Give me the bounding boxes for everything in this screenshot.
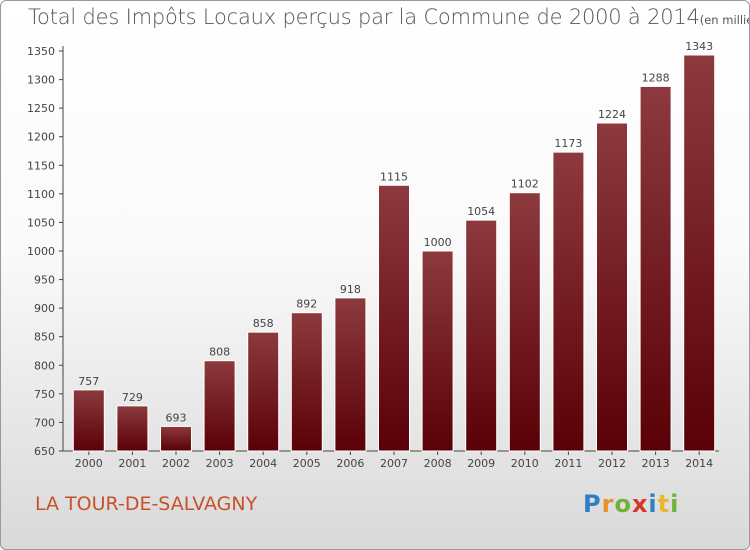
x-tick-label: 2012: [598, 457, 626, 470]
data-label-2010: 1102: [511, 178, 539, 191]
x-tick-label: 2006: [336, 457, 364, 470]
data-label-2005: 892: [296, 298, 317, 311]
x-tick-label: 2007: [380, 457, 408, 470]
y-tick-label: 1150: [27, 159, 55, 172]
bar-2000: [72, 389, 105, 452]
bar-2010: [508, 192, 541, 452]
logo-letter: x: [631, 490, 649, 518]
x-tick-label: 2004: [249, 457, 277, 470]
bar-2008: [421, 250, 454, 452]
bars: 757 729 693 808 858 892 918 1115 1000 1054 1102 117…: [72, 40, 716, 452]
logo-letter: i: [648, 490, 658, 518]
data-label-2007: 1115: [380, 170, 408, 183]
proxiti-logo: Proxiti: [583, 490, 679, 518]
x-tick-label: 2011: [554, 457, 582, 470]
y-tick-label: 1050: [27, 216, 55, 229]
data-label-2000: 757: [78, 375, 99, 388]
bar-2012: [596, 122, 628, 452]
bar-2005: [290, 312, 323, 452]
x-tick-label: 2001: [118, 457, 146, 470]
bar-2009: [465, 219, 498, 452]
bar-2013: [639, 85, 672, 452]
bar-2006: [334, 297, 367, 452]
chart-unit: (en milliers d'€): [699, 13, 749, 27]
y-tick-label: 1350: [27, 45, 55, 58]
data-label-2004: 858: [253, 317, 274, 330]
x-tick-label: 2002: [162, 457, 190, 470]
bar-2002: [160, 425, 192, 452]
bar-2007: [378, 184, 410, 452]
data-label-2008: 1000: [424, 236, 452, 249]
data-label-2012: 1224: [598, 108, 626, 121]
x-tick-label: 2014: [685, 457, 713, 470]
bar-2001: [116, 405, 149, 452]
logo-letter: i: [670, 490, 680, 518]
bar-2003: [203, 360, 236, 452]
y-tick-label: 700: [34, 416, 55, 429]
logo-letter: r: [601, 490, 615, 518]
y-tick-label: 1300: [27, 74, 55, 87]
logo-letter: o: [614, 490, 632, 518]
bar-2014: [683, 54, 716, 452]
data-label-2014: 1343: [685, 40, 713, 53]
x-tick-label: 2008: [424, 457, 452, 470]
y-tick-label: 1250: [27, 102, 55, 115]
bar-2004: [247, 331, 280, 452]
x-tick-label: 2005: [293, 457, 321, 470]
y-tick-label: 800: [34, 359, 55, 372]
y-tick-label: 900: [34, 302, 55, 315]
axes: 650 700 750 800 850 900 950 1000 1050 1100 1150 120…: [27, 45, 719, 470]
data-label-2009: 1054: [467, 205, 495, 218]
logo-letter: t: [657, 490, 671, 518]
x-tick-label: 2013: [642, 457, 670, 470]
y-tick-label: 1000: [27, 245, 55, 258]
data-label-2003: 808: [209, 346, 230, 359]
commune-name: LA TOUR-DE-SALVAGNY: [35, 493, 258, 515]
x-tick-label: 2009: [467, 457, 495, 470]
logo-letter: P: [583, 490, 602, 518]
chart-title: Total des Impôts Locaux perçus par la Co…: [28, 5, 700, 29]
x-tick-label: 2003: [206, 457, 234, 470]
y-tick-label: 650: [34, 445, 55, 458]
y-tick-label: 1200: [27, 131, 55, 144]
data-label-2013: 1288: [642, 71, 670, 84]
data-label-2001: 729: [122, 391, 143, 404]
y-tick-label: 1100: [27, 188, 55, 201]
data-label-2006: 918: [340, 283, 361, 296]
title-row: Total des Impôts Locaux perçus par la Co…: [28, 5, 749, 29]
x-tick-label: 2010: [511, 457, 539, 470]
y-tick-label: 950: [34, 274, 55, 287]
data-label-2002: 693: [166, 411, 187, 424]
x-tick-label: 2000: [75, 457, 103, 470]
data-label-2011: 1173: [554, 137, 582, 150]
y-tick-label: 750: [34, 388, 55, 401]
y-tick-label: 850: [34, 331, 55, 344]
bar-2011: [552, 151, 585, 452]
